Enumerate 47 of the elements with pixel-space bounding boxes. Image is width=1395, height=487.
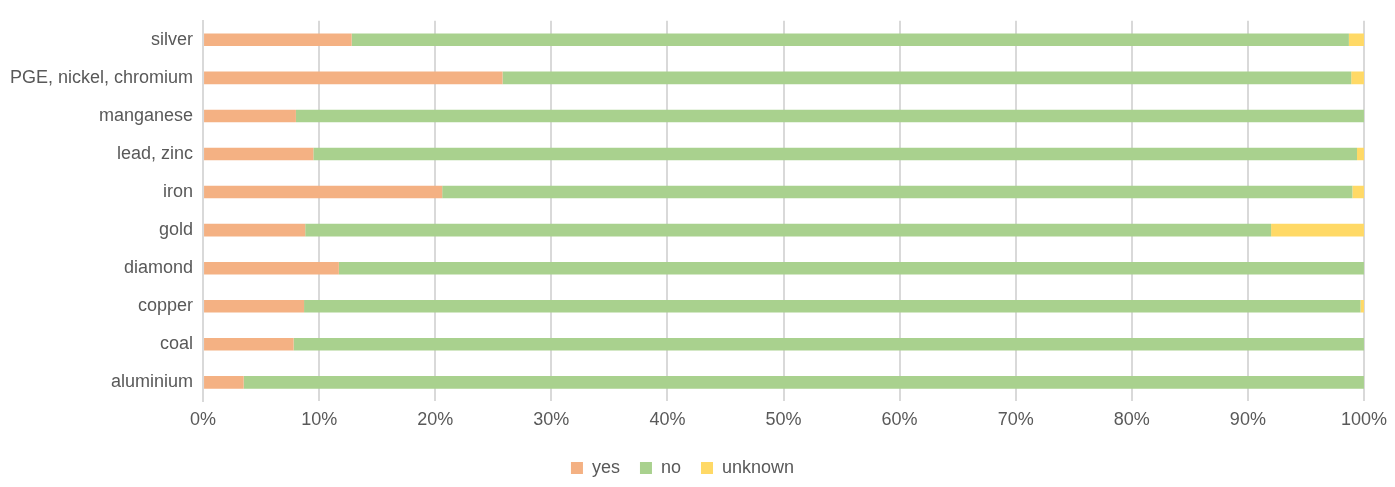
bar — [243, 376, 1364, 389]
bar — [204, 33, 352, 47]
x-tick-label: 70% — [997, 409, 1034, 430]
y-tick-label: manganese — [98, 104, 194, 125]
x-tick-label: 100% — [1340, 409, 1387, 430]
y-tick-label: gold — [159, 219, 194, 240]
y-tick-label: lead, zinc — [117, 142, 194, 163]
bar — [502, 71, 1352, 85]
legend-label: no — [660, 456, 681, 477]
x-tick-label: 0% — [190, 409, 217, 430]
bar — [293, 338, 1364, 351]
bar — [1271, 223, 1364, 237]
bar — [204, 71, 503, 85]
y-tick-label: PGE, nickel, chromium — [9, 66, 194, 87]
bar — [304, 299, 1361, 313]
legend-label: unknown — [721, 456, 795, 477]
y-tick-label: copper — [138, 295, 194, 316]
x-tick-label: 40% — [649, 409, 686, 430]
bar — [204, 185, 443, 199]
x-tick-label: 80% — [1113, 409, 1150, 430]
bar — [338, 261, 1364, 275]
y-tick-label: aluminium — [111, 371, 194, 392]
x-tick-label: 30% — [533, 409, 570, 430]
bar — [1352, 185, 1364, 199]
x-tick-label: 60% — [881, 409, 918, 430]
bar — [442, 185, 1353, 199]
bar — [204, 223, 306, 237]
bar — [204, 299, 305, 313]
bar — [204, 338, 294, 351]
y-tick-label: diamond — [124, 257, 194, 278]
y-tick-label: coal — [160, 333, 194, 354]
bar — [305, 223, 1272, 237]
bar — [204, 376, 244, 389]
bar — [295, 109, 1364, 123]
x-tick-label: 90% — [1229, 409, 1266, 430]
y-tick-label: iron — [163, 181, 194, 202]
bar — [204, 109, 296, 123]
x-tick-label: 50% — [765, 409, 802, 430]
bar — [313, 147, 1358, 161]
bar — [204, 261, 339, 275]
x-tick-label: 10% — [301, 409, 338, 430]
bar — [1351, 71, 1364, 85]
y-tick-label: silver — [151, 28, 194, 49]
bar — [351, 33, 1349, 47]
legend-label: yes — [591, 456, 620, 477]
bar — [204, 147, 314, 161]
x-tick-label: 20% — [417, 409, 454, 430]
